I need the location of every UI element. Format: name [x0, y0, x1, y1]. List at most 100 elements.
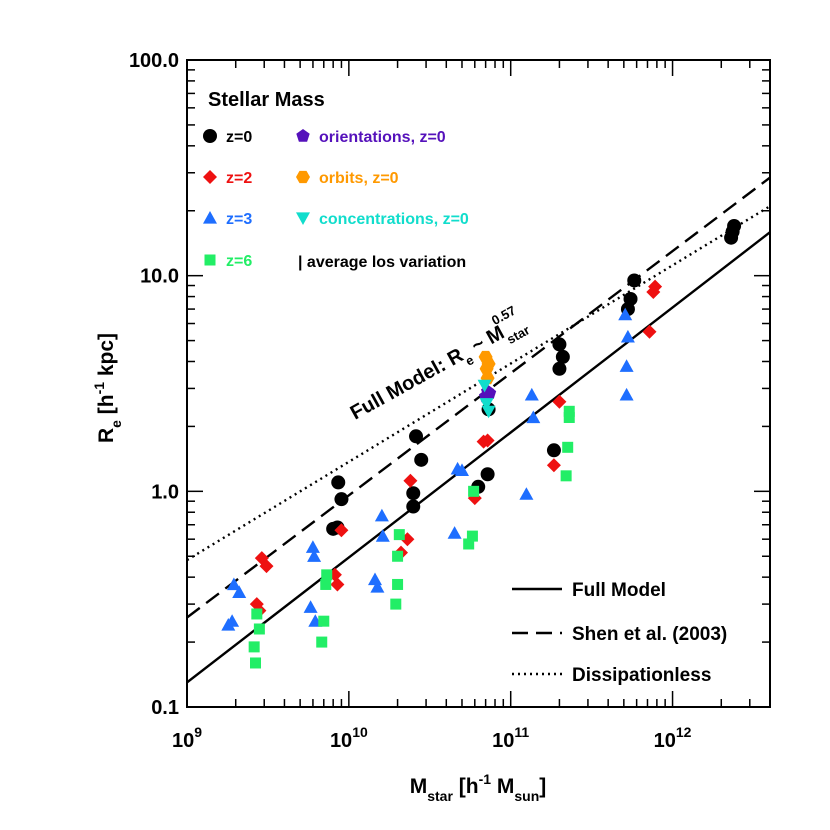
fit-line-solid: [187, 231, 770, 684]
data-point-z-0: [627, 273, 642, 288]
data-point-z-0: [623, 291, 638, 306]
data-point-z-6: [466, 530, 478, 542]
data-point-z-3: [307, 549, 322, 562]
data-point-z-0: [406, 499, 421, 514]
data-point-z-3: [447, 526, 462, 539]
data-point-z-6: [393, 529, 405, 541]
data-point-z-0: [334, 492, 349, 507]
data-point-z-6: [563, 405, 575, 417]
x-tick-label: 1012: [654, 724, 692, 752]
data-point-z-6: [392, 578, 404, 590]
x-tick-label-base: 10: [654, 730, 676, 752]
data-point-z-0: [406, 486, 421, 501]
data-marks: [187, 176, 770, 684]
data-point-z-3: [232, 585, 247, 598]
y-axis-label-sub: e: [108, 420, 124, 428]
data-point-z-3: [618, 307, 633, 321]
data-point-z-2: [403, 473, 418, 488]
legend-marker-z-0: [203, 129, 217, 143]
data-point-z-6: [392, 550, 404, 562]
legend-line-label-dashed: Shen et al. (2003): [572, 624, 727, 645]
x-axis-label: Mstar [h-1 Msun]: [410, 771, 547, 804]
series-z-3: [221, 307, 635, 631]
x-axis-label-sub1: star: [427, 788, 453, 804]
legend-label-concentrations-z-0: concentrations, z=0: [319, 211, 469, 228]
y-axis-label-main: R: [95, 428, 118, 443]
series-concentrations-z-0: [477, 379, 496, 419]
data-point-z-3: [375, 529, 390, 542]
fit-line-dashed: [187, 176, 770, 619]
series-z-0: [326, 218, 742, 536]
x-tick-label-exponent: 11: [514, 724, 529, 740]
x-tick-label-exponent: 9: [194, 724, 202, 740]
data-point-z-3: [619, 387, 634, 401]
data-point-z-3: [226, 577, 241, 591]
data-point-z-3: [225, 614, 240, 627]
legend-marker-z-6: [204, 254, 216, 266]
data-point-z-6: [563, 411, 575, 423]
data-point-z-6: [318, 615, 330, 627]
legend-label-orbits-z-0: orbits, z=0: [319, 170, 399, 187]
y-tick-label: 10.0: [140, 266, 179, 288]
data-point-concentrations-z-0: [477, 379, 492, 393]
data-point-z-2: [334, 523, 349, 538]
axes-frame: [186, 59, 771, 708]
data-point-z-6: [251, 608, 263, 620]
y-axis-label: Re [h-1 kpc]: [91, 333, 124, 443]
data-point-z-0: [552, 337, 567, 352]
y-axis-label-sup: -1: [91, 382, 107, 395]
data-point-z-2: [642, 324, 657, 339]
data-point-z-3: [526, 410, 541, 424]
data-point-z-3: [370, 580, 385, 593]
data-point-z-0: [480, 467, 495, 482]
x-axis-label-sup: -1: [479, 771, 492, 787]
data-point-z-2: [330, 577, 345, 592]
y-tick-label: 100.0: [129, 50, 179, 72]
data-point-concentrations-z-0: [481, 405, 496, 419]
legend-label-z-2: z=2: [226, 170, 252, 187]
x-axis-label-tail: ]: [539, 775, 546, 798]
data-point-z-0: [727, 218, 742, 233]
x-axis-label-mid2: M: [491, 775, 514, 798]
x-axis-label-sub2: sun: [514, 788, 539, 804]
data-point-orbits-z-0: [481, 357, 496, 370]
data-point-z-6: [463, 538, 475, 550]
data-point-z-3: [368, 572, 382, 586]
legend-label-z-0: z=0: [226, 129, 252, 146]
data-point-z-3: [619, 359, 634, 372]
data-point-z-3: [305, 540, 320, 553]
data-point-z-6: [321, 569, 333, 581]
y-axis-label-tail: kpc]: [95, 333, 118, 382]
data-point-z-0: [555, 349, 570, 364]
x-tick-label: 1010: [330, 724, 368, 752]
x-tick-label-exponent: 10: [352, 724, 368, 740]
data-point-z-6: [390, 598, 402, 610]
chart-title: Stellar Mass: [208, 89, 325, 111]
data-point-z-6: [316, 636, 328, 648]
legend-marker-orbits-z-0: [296, 170, 310, 184]
x-tick-label: 109: [172, 724, 202, 752]
data-point-z-6: [253, 623, 265, 635]
data-point-z-0: [331, 475, 346, 490]
legend-marker-orientations-z-0: [296, 129, 310, 142]
data-point-concentrations-z-0: [479, 398, 494, 411]
legend-label-z-6: z=6: [226, 253, 252, 270]
data-point-z-3: [519, 487, 534, 500]
legend-marker-z-3: [203, 211, 217, 224]
x-tick-label-base: 10: [172, 730, 194, 752]
x-tick-label-exponent: 12: [676, 724, 692, 740]
y-axis-label-mid: [h: [95, 394, 118, 420]
data-point-z-6: [560, 470, 572, 482]
x-tick-label-base: 10: [330, 730, 352, 752]
data-point-z-2: [480, 433, 495, 448]
data-point-z-2: [648, 279, 663, 294]
data-point-z-2: [546, 458, 561, 473]
series-z-6: [248, 405, 575, 669]
legend-line-label-solid: Full Model: [572, 580, 666, 601]
data-point-z-6: [562, 441, 574, 453]
y-tick-label: 0.1: [151, 697, 179, 719]
data-point-z-3: [524, 387, 539, 401]
data-point-z-0: [409, 429, 424, 444]
